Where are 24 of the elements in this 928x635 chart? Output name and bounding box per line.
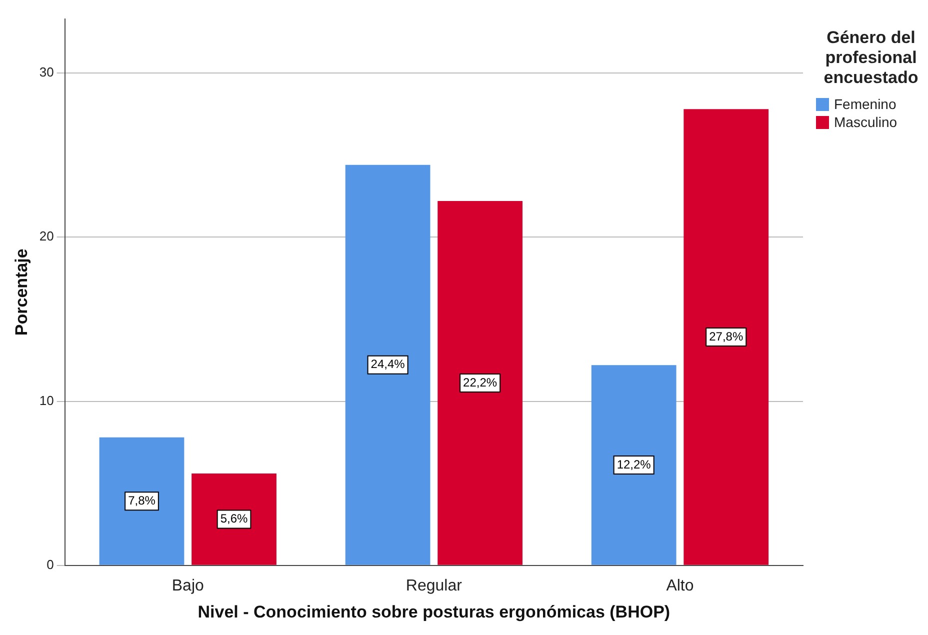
bar xyxy=(684,109,769,565)
data-label: 12,2% xyxy=(616,457,652,472)
legend-label: Femenino xyxy=(834,96,896,112)
data-label: 22,2% xyxy=(463,375,498,390)
legend-label: Masculino xyxy=(834,114,898,130)
x-axis-title: Nivel - Conocimiento sobre posturas ergonómicas (BHOP) xyxy=(198,602,670,622)
y-tick-label: 20 xyxy=(39,228,54,244)
y-axis-title: Porcentaje xyxy=(12,248,31,336)
data-label: 27,8% xyxy=(709,329,744,344)
y-tick-label: 30 xyxy=(39,64,54,80)
legend-title: Género del profesional encuestado xyxy=(822,28,920,88)
y-tick-label: 10 xyxy=(39,392,54,408)
y-tick-label: 0 xyxy=(46,556,54,572)
data-label: 24,4% xyxy=(370,357,406,372)
bar xyxy=(591,365,676,565)
data-label: 7,8% xyxy=(128,493,156,508)
bar xyxy=(438,201,523,565)
data-label: 5,6% xyxy=(220,512,248,526)
bar xyxy=(99,437,184,565)
bar xyxy=(192,473,276,565)
x-tick-label: Alto xyxy=(666,577,694,594)
bar xyxy=(345,164,430,565)
x-tick-label: Regular xyxy=(406,577,463,594)
x-tick-label: Bajo xyxy=(172,577,204,594)
